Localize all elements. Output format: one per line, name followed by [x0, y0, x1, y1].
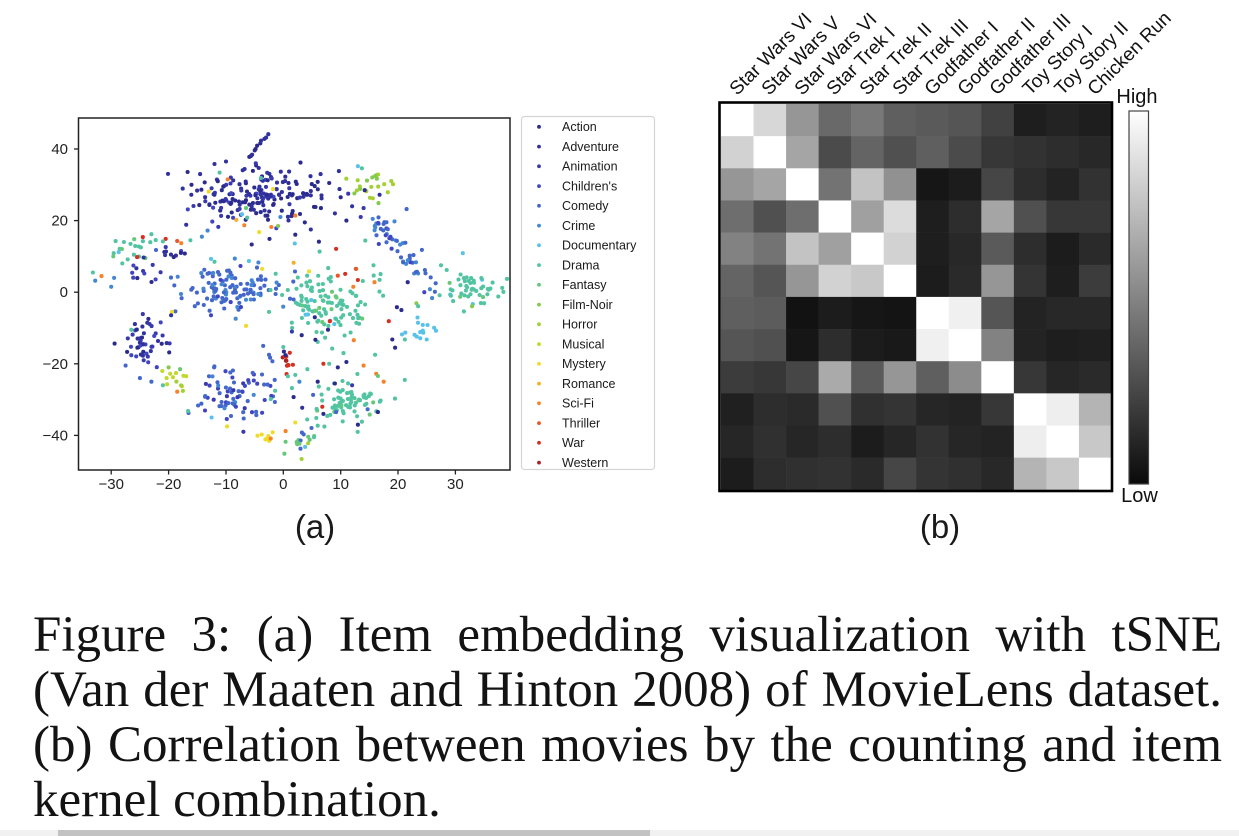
svg-text:Animation: Animation — [562, 160, 618, 174]
svg-text:Romance: Romance — [562, 377, 616, 391]
svg-text:Sci-Fi: Sci-Fi — [562, 397, 594, 411]
svg-text:20: 20 — [51, 213, 68, 230]
svg-text:High: High — [1116, 86, 1157, 108]
svg-text:War: War — [562, 436, 584, 450]
svg-text:−10: −10 — [213, 476, 238, 493]
svg-text:30: 30 — [447, 476, 464, 493]
svg-text:Documentary: Documentary — [562, 239, 637, 253]
svg-text:−20: −20 — [156, 476, 181, 493]
svg-text:Children's: Children's — [562, 180, 617, 194]
svg-text:0: 0 — [279, 476, 287, 493]
svg-text:−20: −20 — [43, 356, 68, 373]
svg-text:Horror: Horror — [562, 318, 597, 332]
svg-text:−30: −30 — [98, 476, 123, 493]
svg-text:Action: Action — [562, 120, 597, 134]
svg-text:Thriller: Thriller — [562, 416, 600, 430]
svg-text:Mystery: Mystery — [562, 357, 607, 371]
svg-text:Fantasy: Fantasy — [562, 278, 607, 292]
svg-text:Western: Western — [562, 456, 608, 470]
svg-text:10: 10 — [332, 476, 349, 493]
svg-text:Low: Low — [1121, 485, 1158, 507]
svg-text:40: 40 — [51, 141, 68, 158]
svg-text:Crime: Crime — [562, 219, 595, 233]
svg-text:Musical: Musical — [562, 337, 604, 351]
svg-text:Adventure: Adventure — [562, 140, 619, 154]
svg-text:Comedy: Comedy — [562, 199, 609, 213]
svg-text:Drama: Drama — [562, 258, 600, 272]
svg-text:−40: −40 — [43, 427, 68, 444]
svg-text:Film-Noir: Film-Noir — [562, 298, 613, 312]
svg-text:(b): (b) — [920, 508, 960, 545]
svg-text:20: 20 — [390, 476, 407, 493]
svg-text:0: 0 — [60, 284, 68, 301]
svg-text:(a): (a) — [295, 508, 335, 545]
